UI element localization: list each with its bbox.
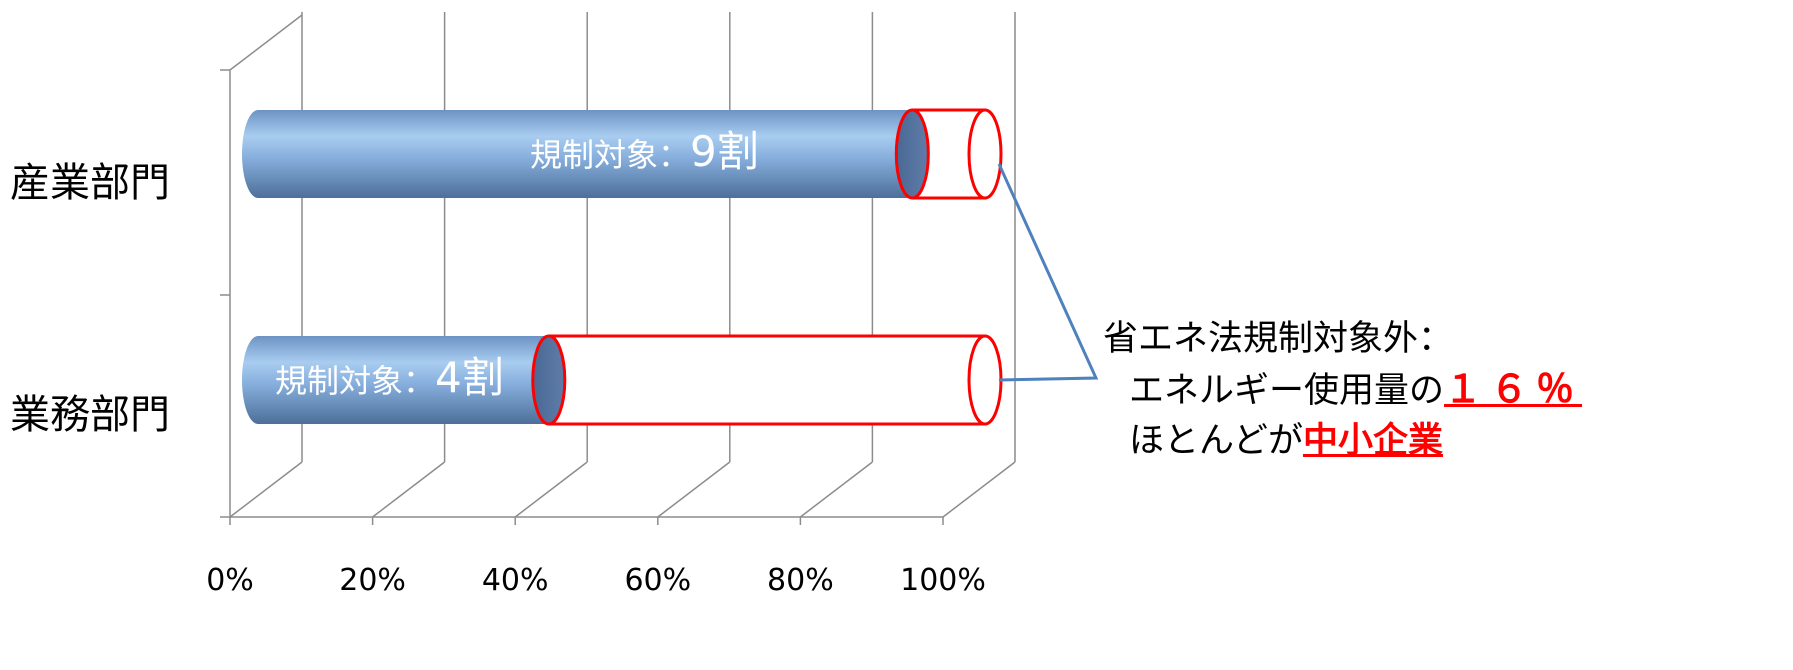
floor-gridline <box>799 461 873 518</box>
bar <box>242 336 549 424</box>
x-tick-label: 100% <box>900 563 986 598</box>
side-wall-top <box>229 14 303 71</box>
bar-remainder-cap <box>967 108 1003 200</box>
x-tick-label: 20% <box>339 563 406 598</box>
bar-remainder-cap <box>967 334 1003 426</box>
callout-sme: 中小企業 <box>1302 421 1443 461</box>
x-tick-label: 0% <box>206 563 254 598</box>
callout-line3: ほとんどが中小企業 <box>1103 416 1793 466</box>
callout-line2: エネルギー使用量の１６％ <box>1103 364 1793 416</box>
floor-gridline <box>657 461 731 518</box>
floor-gridline <box>372 461 446 518</box>
callout-connector <box>997 163 1099 382</box>
bar <box>242 110 913 198</box>
callout-annotation: 省エネ法規制対象外： エネルギー使用量の１６％ ほとんどが中小企業 <box>1103 314 1793 466</box>
x-tick-label: 60% <box>624 563 691 598</box>
bar-data-label: 規制対象：4割 <box>275 353 504 402</box>
category-label: 産業部門 <box>10 160 170 206</box>
x-tick-label: 80% <box>767 563 834 598</box>
callout-percent: １６％ <box>1444 367 1583 411</box>
category-label: 業務部門 <box>10 392 170 438</box>
bar-remainder <box>548 334 987 426</box>
floor-gridline <box>514 461 588 518</box>
floor-gridline <box>229 461 303 518</box>
bar-cap <box>894 108 930 200</box>
callout-line1: 省エネ法規制対象外： <box>1103 319 1454 359</box>
floor-gridline <box>942 461 1016 518</box>
bar-cap <box>531 334 567 426</box>
bar-data-label: 規制対象：9割 <box>530 127 759 176</box>
x-tick-label: 40% <box>482 563 549 598</box>
callout-line2-prefix: エネルギー使用量の <box>1129 371 1445 411</box>
callout-line3-prefix: ほとんどが <box>1129 421 1303 461</box>
